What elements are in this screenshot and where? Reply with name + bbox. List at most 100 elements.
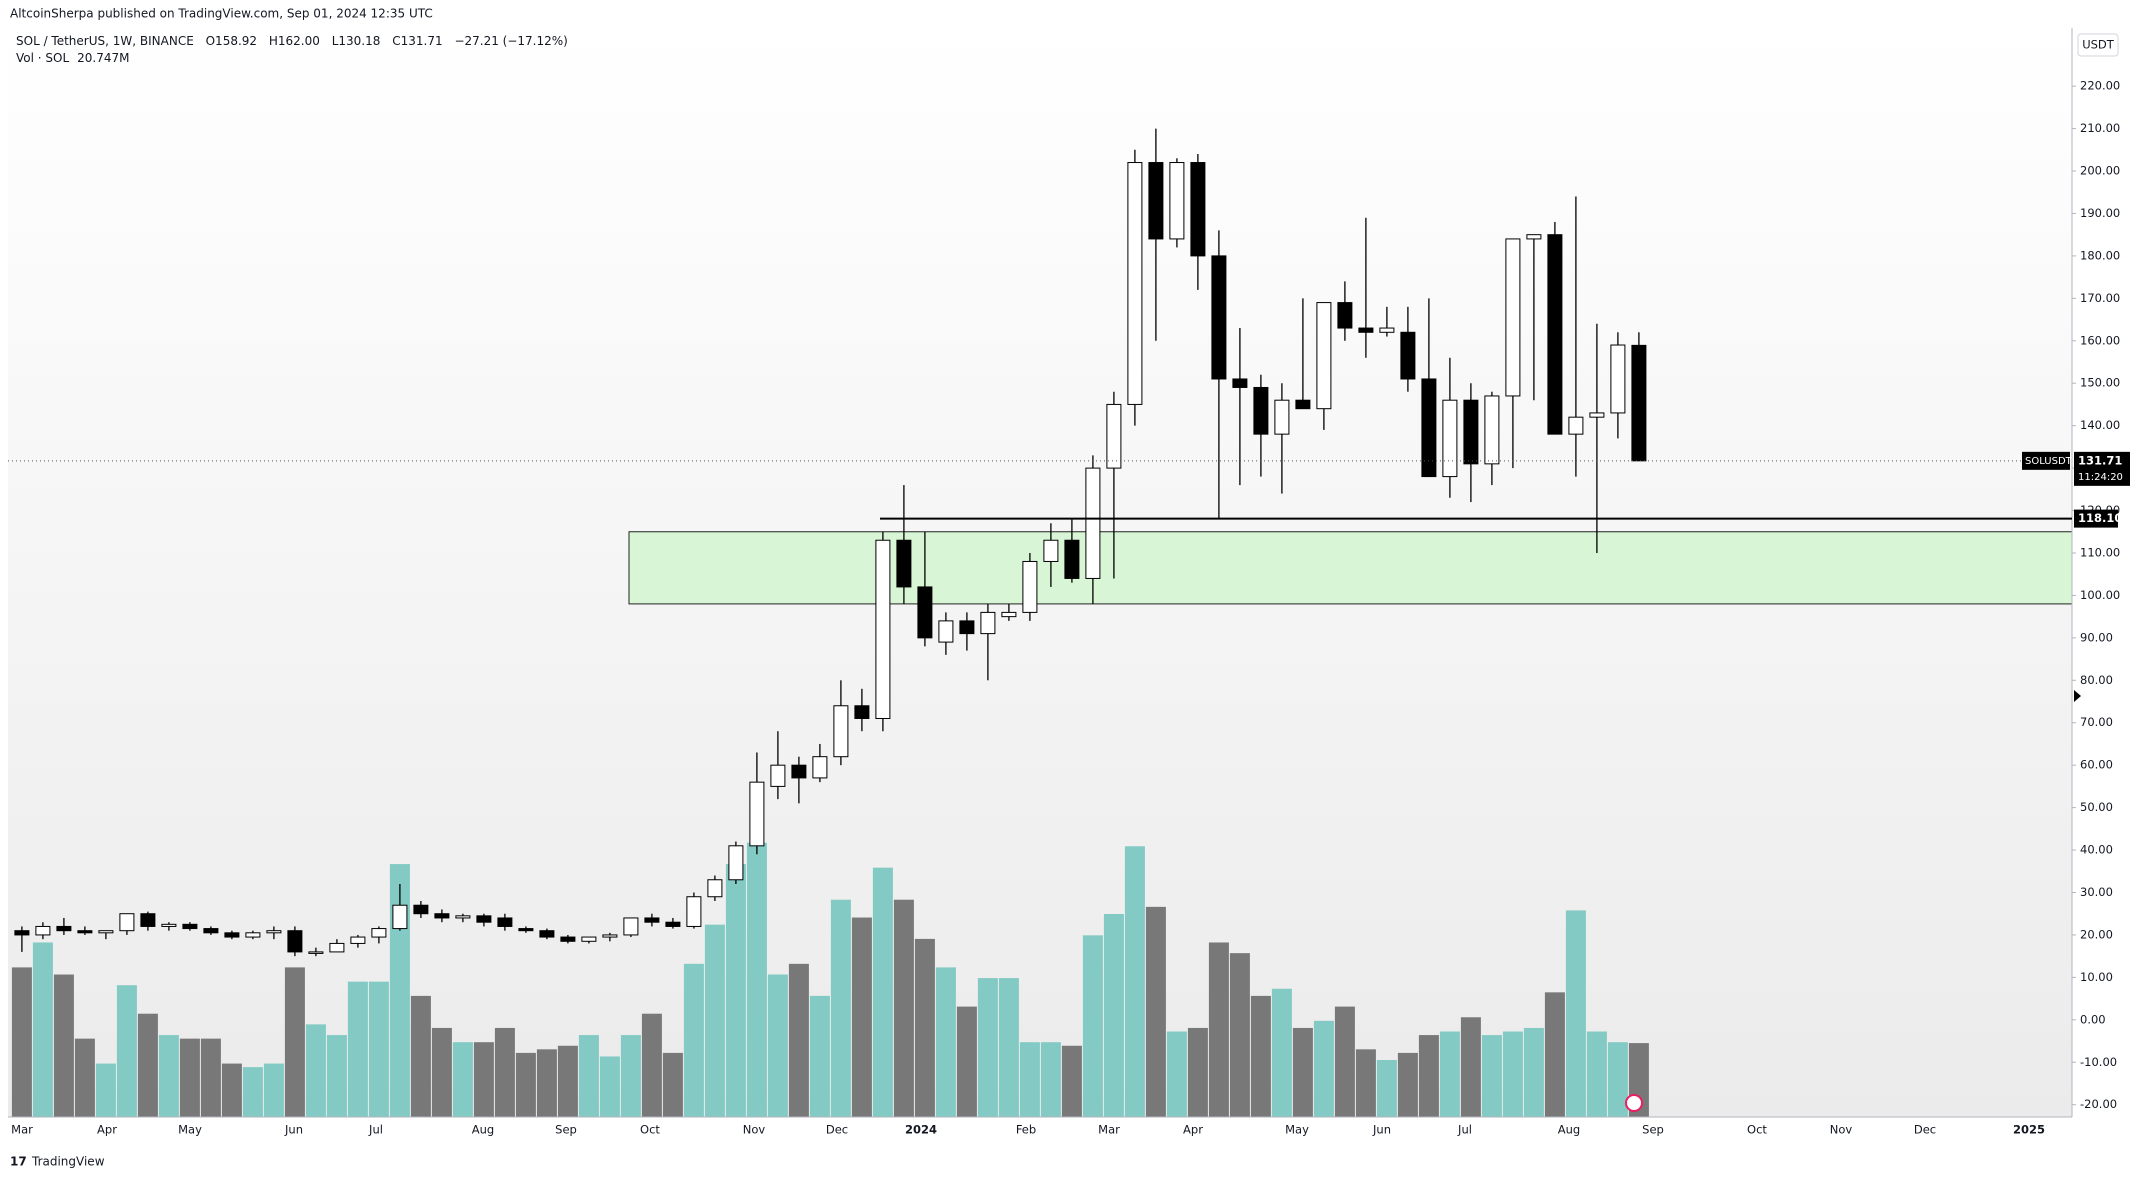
volume-bar bbox=[263, 1063, 284, 1117]
candle-body bbox=[308, 951, 324, 954]
candle-body bbox=[1295, 399, 1311, 410]
volume-bar bbox=[1061, 1045, 1082, 1117]
support-zone bbox=[628, 531, 2073, 605]
volume-bar bbox=[1271, 988, 1292, 1117]
volume-bar bbox=[599, 1056, 620, 1117]
y-tick-label: 0.00 bbox=[2080, 1012, 2106, 1026]
candle-body bbox=[266, 930, 282, 934]
candle-body bbox=[329, 942, 345, 953]
volume-bar bbox=[830, 899, 851, 1117]
candle-body bbox=[1421, 378, 1437, 478]
volume-bar bbox=[977, 978, 998, 1117]
candle-body bbox=[980, 611, 996, 635]
candle-body bbox=[1169, 162, 1185, 240]
volume-bar bbox=[914, 938, 935, 1117]
volume-bar bbox=[851, 917, 872, 1117]
candle-body bbox=[959, 620, 975, 635]
volume-bar bbox=[788, 963, 809, 1117]
open: O158.92 bbox=[206, 34, 257, 48]
candle-body bbox=[686, 896, 702, 927]
volume-bar bbox=[1334, 1006, 1355, 1117]
y-tick-label: 200.00 bbox=[2080, 164, 2120, 178]
volume-bar bbox=[368, 981, 389, 1117]
y-tick-label: 160.00 bbox=[2080, 333, 2120, 347]
x-tick-label: 2024 bbox=[905, 1123, 937, 1137]
candle-body bbox=[1190, 162, 1206, 257]
candle-body bbox=[245, 932, 261, 938]
y-tick-label: 70.00 bbox=[2080, 715, 2113, 729]
candle-body bbox=[350, 936, 366, 944]
candle-body bbox=[56, 925, 72, 932]
candle-body bbox=[1358, 327, 1374, 333]
candle-body bbox=[14, 930, 30, 936]
x-tick-label: Mar bbox=[11, 1123, 33, 1137]
volume-line: Vol · SOL 20.747M bbox=[16, 51, 130, 65]
volume-bar bbox=[746, 842, 767, 1117]
volume-bar bbox=[200, 1038, 221, 1117]
brand-logo: 𝟭𝟳 bbox=[10, 1155, 27, 1169]
volume-bar bbox=[494, 1027, 515, 1117]
candle-body bbox=[1211, 255, 1227, 380]
volume-bar bbox=[1040, 1042, 1061, 1117]
y-tick-label: -10.00 bbox=[2080, 1055, 2117, 1069]
volume-bar bbox=[956, 1006, 977, 1117]
volume-bar bbox=[1565, 910, 1586, 1117]
level-label: 118.10 bbox=[2078, 511, 2122, 525]
x-tick-label: Oct bbox=[1747, 1123, 1767, 1137]
candle-body bbox=[161, 923, 177, 927]
volume-bar bbox=[1292, 1027, 1313, 1117]
volume-bar bbox=[557, 1045, 578, 1117]
volume-bar bbox=[1208, 942, 1229, 1117]
published: AltcoinSherpa published on TradingView.c… bbox=[10, 7, 433, 21]
symbol: SOL / TetherUS, 1W, BINANCE bbox=[16, 34, 194, 48]
x-tick-label: Dec bbox=[826, 1123, 848, 1137]
candle-body bbox=[1484, 395, 1500, 465]
volume-bar bbox=[1460, 1017, 1481, 1117]
x-tick-label: Sep bbox=[555, 1123, 577, 1137]
currency-box[interactable] bbox=[2077, 33, 2119, 57]
volume-bar bbox=[809, 995, 830, 1117]
x-tick-label: Jul bbox=[368, 1123, 383, 1137]
candle-body bbox=[224, 932, 240, 938]
candle-body bbox=[770, 764, 786, 787]
volume-bar bbox=[1229, 953, 1250, 1117]
candle-body bbox=[1085, 467, 1101, 579]
candle-body bbox=[749, 781, 765, 847]
candle-body bbox=[455, 915, 471, 919]
volume-bar bbox=[305, 1024, 326, 1117]
volume-bar bbox=[32, 942, 53, 1117]
candle-body bbox=[875, 539, 891, 719]
candle-body bbox=[896, 539, 912, 588]
y-tick-label: 180.00 bbox=[2080, 248, 2120, 262]
volume-bar bbox=[704, 924, 725, 1117]
volume-bar bbox=[1250, 995, 1271, 1117]
volume-bar bbox=[536, 1049, 557, 1117]
candle-body bbox=[77, 930, 93, 934]
candle-body bbox=[833, 705, 849, 758]
last-price: 131.71 bbox=[2078, 453, 2122, 467]
candle-body bbox=[665, 921, 681, 927]
event-icon[interactable] bbox=[1625, 1094, 1643, 1112]
volume-bar bbox=[1313, 1020, 1334, 1117]
candle-body bbox=[1064, 539, 1080, 579]
x-tick-label: Aug bbox=[472, 1123, 494, 1137]
candle-body bbox=[938, 620, 954, 643]
volume-bar bbox=[452, 1042, 473, 1117]
volume-bar bbox=[620, 1035, 641, 1117]
volume-bar bbox=[347, 981, 368, 1117]
volume-bar bbox=[1019, 1042, 1040, 1117]
brand[interactable]: TradingView bbox=[31, 1155, 105, 1169]
candle-body bbox=[1337, 302, 1353, 329]
y-tick-label: 190.00 bbox=[2080, 206, 2120, 220]
candle-body bbox=[917, 586, 933, 639]
candle-body bbox=[1589, 412, 1605, 418]
candle-body bbox=[623, 917, 639, 936]
candle-body bbox=[602, 934, 618, 938]
volume-bar bbox=[95, 1063, 116, 1117]
x-tick-label: Apr bbox=[1183, 1123, 1203, 1137]
candle-body bbox=[1631, 344, 1647, 462]
volume-bar bbox=[179, 1038, 200, 1117]
axis-marker bbox=[2074, 690, 2081, 702]
volume-bar bbox=[515, 1052, 536, 1117]
x-tick-label: Mar bbox=[1098, 1123, 1120, 1137]
